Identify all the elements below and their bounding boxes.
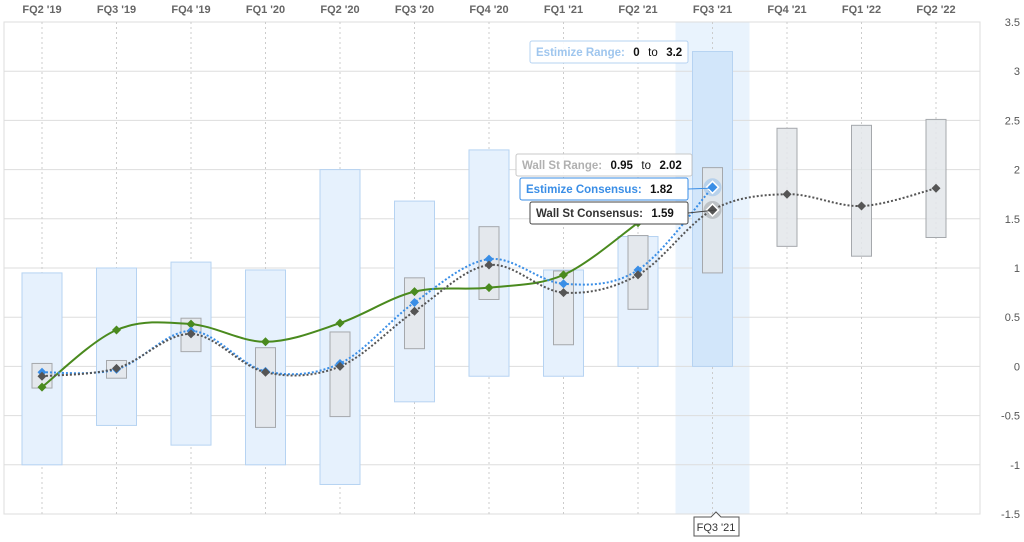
actual-point [484, 283, 494, 293]
x-tick-label: FQ1 '21 [544, 4, 583, 16]
x-tick-label: FQ2 '22 [916, 4, 955, 16]
y-tick-label: 2 [1014, 165, 1020, 177]
x-tick-label: FQ1 '20 [246, 4, 285, 16]
x-tick-label: FQ4 '19 [171, 4, 210, 16]
wallst-consensus-point [37, 371, 47, 381]
x-tick-label: FQ4 '20 [469, 4, 508, 16]
estimize-consensus-line [41, 186, 714, 376]
crosshair-x-label: FQ3 '21 [693, 511, 740, 537]
estimize-consensus-point [705, 180, 720, 195]
y-tick-label: 1.5 [1005, 214, 1020, 226]
wallst-range-to: to [641, 160, 651, 172]
actual-point [410, 287, 419, 297]
x-tick-label: FQ2 '20 [320, 4, 359, 16]
x-tick-label: FQ2 '21 [618, 4, 657, 16]
estimize-consensus-point [410, 297, 419, 307]
x-tick-label: FQ4 '21 [767, 4, 806, 16]
wallst-consensus-point [782, 189, 792, 199]
wallst-consensus-point [112, 363, 121, 373]
estimize-consensus-label: Estimize Consensus: [526, 184, 642, 196]
wallst-consensus-point [186, 329, 196, 339]
svg-text:Estimize Range: 0: Estimize Range: 0 to 3.2 [536, 43, 682, 60]
actual-point [335, 318, 345, 328]
wallst-consensus-point [261, 367, 270, 377]
wallst-consensus-point [857, 201, 866, 211]
y-tick-label: 0 [1014, 361, 1020, 373]
y-tick-label: 1 [1014, 263, 1020, 275]
actual-point [112, 325, 121, 335]
estimize-consensus-point [559, 279, 568, 289]
wallst-consensus-point [633, 270, 643, 280]
wallst-range-box [851, 124, 872, 257]
estimize-consensus-point [633, 265, 643, 275]
y-tick-label: 3.5 [1005, 17, 1020, 29]
wallst-range-box [925, 118, 947, 238]
actual-point [186, 319, 196, 329]
y-tick-label: 3 [1014, 66, 1020, 78]
wallst-consensus-point [335, 361, 345, 371]
wallst-range-box [255, 347, 276, 428]
wallst-consensus-label: Wall St Consensus: [536, 208, 643, 220]
x-tick-label: FQ1 '22 [842, 4, 881, 16]
wallst-range-high: 2.02 [659, 160, 681, 172]
y-tick-label: 0.5 [1005, 312, 1020, 324]
actual-point [559, 270, 568, 280]
estimize-range-box [170, 261, 212, 446]
svg-text:Wall St Range: 0.95: Wall St Range: 0.95 to 2.02 [522, 156, 682, 173]
wallst-consensus-point [559, 288, 568, 298]
wallst-range-box [776, 127, 798, 247]
wallst-consensus-point [484, 260, 494, 270]
y-tick-label: -0.5 [1001, 411, 1020, 423]
wallst-range-low: 0.95 [611, 160, 634, 172]
wallst-consensus-point [410, 306, 419, 316]
x-tick-label: FQ3 '19 [97, 4, 136, 16]
wallst-consensus-tooltip: Wall St Consensus: 1.59 [529, 201, 717, 225]
estimize-range-low: 0 [633, 47, 639, 59]
x-tick-label: FQ2 '19 [22, 4, 61, 16]
estimize-consensus-point [484, 254, 494, 264]
y-tick-label: -1.5 [1001, 509, 1020, 521]
crosshair-x-label-text: FQ3 '21 [697, 522, 736, 534]
estimize-range-label: Estimize Range: [536, 47, 625, 59]
estimize-range-to: to [648, 47, 658, 59]
svg-text:Estimize Consensus: 1.82: Estimize Consensus: 1.82 [526, 180, 673, 197]
actual-point [37, 382, 47, 392]
estimize-range-box [96, 267, 137, 426]
x-tick-label: FQ3 '20 [395, 4, 434, 16]
estimize-range-high: 3.2 [666, 47, 682, 59]
wallst-consensus-value: 1.59 [651, 208, 673, 220]
estimize-consensus-tooltip: Estimize Consensus: 1.82 [519, 177, 717, 201]
x-tick-label: FQ3 '21 [693, 4, 732, 16]
wallst-range-label: Wall St Range: [522, 160, 602, 172]
wallst-range-tooltip: Wall St Range: 0.95 to 2.02 [515, 153, 693, 177]
actual-point [261, 337, 270, 347]
wallst-consensus-point [931, 183, 941, 193]
y-tick-label: -1 [1010, 460, 1020, 472]
estimize-range-tooltip: Estimize Range: 0 to 3.2 [529, 40, 689, 64]
y-tick-label: 2.5 [1005, 115, 1020, 127]
estimize-consensus-value: 1.82 [650, 184, 672, 196]
wallst-range-box [329, 331, 351, 418]
svg-text:Wall St Consensus: 1.59: Wall St Consensus: 1.59 [536, 204, 674, 221]
